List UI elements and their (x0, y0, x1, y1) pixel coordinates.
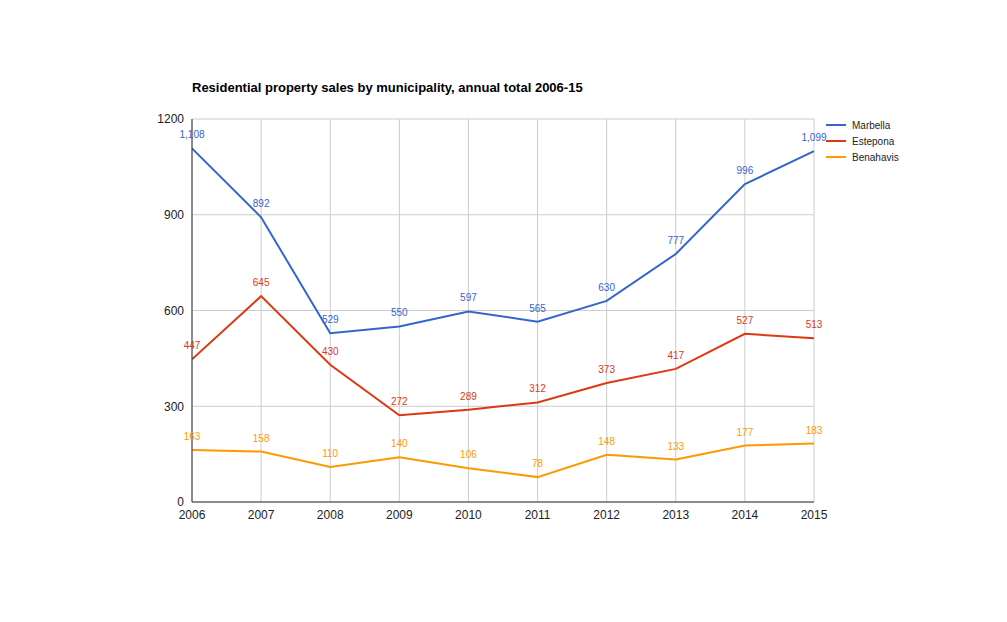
svg-text:1,099: 1,099 (801, 132, 826, 143)
svg-text:183: 183 (806, 425, 823, 436)
svg-text:78: 78 (532, 458, 544, 469)
svg-text:373: 373 (598, 364, 615, 375)
svg-text:0: 0 (177, 495, 184, 509)
svg-text:447: 447 (184, 340, 201, 351)
svg-text:2006: 2006 (179, 508, 206, 522)
svg-text:2008: 2008 (317, 508, 344, 522)
svg-text:163: 163 (184, 431, 201, 442)
html-text:Residential property sales by: Residential property sales by municipali… (192, 80, 583, 95)
svg-text:158: 158 (253, 433, 270, 444)
svg-text:110: 110 (322, 448, 338, 459)
svg-text:513: 513 (806, 319, 823, 330)
svg-text:2013: 2013 (662, 508, 689, 522)
svg-text:289: 289 (460, 391, 477, 402)
svg-text:2014: 2014 (732, 508, 759, 522)
html-text:Marbella: Marbella (852, 119, 891, 131)
svg-text:2012: 2012 (593, 508, 620, 522)
svg-text:565: 565 (529, 303, 546, 314)
svg-text:2011: 2011 (525, 508, 551, 522)
html-text:Estepona: Estepona (852, 135, 895, 147)
svg-text:645: 645 (253, 277, 270, 288)
svg-text:2010: 2010 (455, 508, 482, 522)
svg-text:272: 272 (391, 396, 408, 407)
svg-text:1,108: 1,108 (179, 129, 204, 140)
html-text:Benahavis: Benahavis (852, 151, 899, 163)
svg-text:177: 177 (737, 427, 754, 438)
svg-text:900: 900 (164, 208, 184, 222)
svg-text:148: 148 (598, 436, 615, 447)
svg-text:1200: 1200 (157, 112, 184, 126)
svg-text:600: 600 (164, 304, 184, 318)
svg-text:2007: 2007 (248, 508, 275, 522)
svg-text:417: 417 (667, 350, 684, 361)
svg-text:312: 312 (529, 383, 546, 394)
svg-text:892: 892 (253, 198, 270, 209)
svg-text:2015: 2015 (801, 508, 828, 522)
svg-text:597: 597 (460, 292, 477, 303)
svg-text:133: 133 (667, 441, 684, 452)
svg-text:527: 527 (737, 315, 754, 326)
svg-text:430: 430 (322, 346, 339, 357)
svg-text:996: 996 (737, 165, 754, 176)
svg-text:777: 777 (667, 235, 684, 246)
svg-text:106: 106 (460, 449, 477, 460)
svg-text:2009: 2009 (386, 508, 413, 522)
svg-text:550: 550 (391, 307, 408, 318)
svg-text:140: 140 (391, 438, 408, 449)
svg-text:300: 300 (164, 400, 184, 414)
svg-text:630: 630 (598, 282, 615, 293)
svg-text:529: 529 (322, 314, 339, 325)
